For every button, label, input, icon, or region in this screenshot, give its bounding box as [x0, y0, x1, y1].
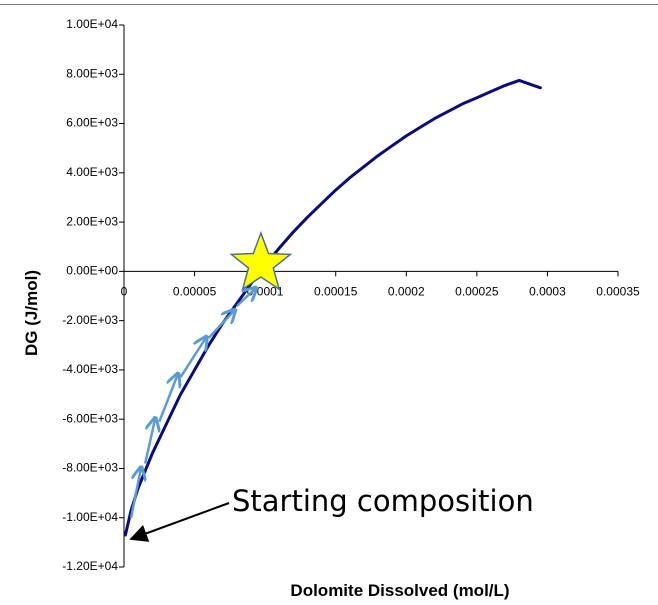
step-arrow: [179, 338, 205, 378]
tick-labels: 1.00E+04 8.00E+03 6.00E+03 4.00E+03 2.00E+03…: [62, 17, 640, 573]
y-axis-title: DG (J/mol): [22, 270, 41, 356]
y-tick-label: -2.00E+03: [62, 313, 118, 327]
x-tick-label: 0: [121, 284, 128, 298]
y-tick-label: -8.00E+03: [62, 461, 118, 475]
y-tick-label: 8.00E+03: [66, 66, 118, 80]
step-arrow: [129, 468, 141, 518]
annotations-layer: [129, 230, 293, 542]
series-layer: [123, 78, 542, 537]
x-tick-label: 0.00005: [173, 284, 217, 298]
starting-arrow: [129, 502, 230, 542]
starting-composition-label: Starting composition: [232, 484, 534, 518]
y-tick-label: -1.20E+04: [62, 559, 118, 573]
equilibrium-star: [229, 230, 293, 291]
y-tick-label: 4.00E+03: [66, 165, 118, 179]
y-tick-label: -6.00E+03: [62, 411, 118, 425]
series-line: [123, 78, 542, 537]
y-tick-label: 2.00E+03: [66, 214, 118, 228]
y-tick-label: -1.00E+04: [62, 510, 118, 524]
x-axis-title: Dolomite Dissolved (mol/L): [290, 581, 509, 600]
step-arrow: [207, 311, 234, 339]
step-arrow: [158, 375, 177, 423]
y-tick-label: 6.00E+03: [66, 116, 118, 130]
top-rule: [0, 4, 658, 5]
y-tick-label: -4.00E+03: [62, 362, 118, 376]
step-arrow: [236, 289, 255, 307]
x-tick-label: 0.00015: [314, 284, 358, 298]
step-arrow: [143, 419, 155, 464]
y-tick-label: 1.00E+04: [66, 17, 118, 31]
x-tick-label: 0.0003: [529, 284, 566, 298]
x-tick-label: 0.00025: [455, 284, 499, 298]
y-tick-label: 0.00E+00: [66, 264, 118, 278]
axes: [119, 24, 619, 568]
x-tick-label: 0.00035: [596, 284, 640, 298]
x-tick-label: 0.0002: [388, 284, 425, 298]
